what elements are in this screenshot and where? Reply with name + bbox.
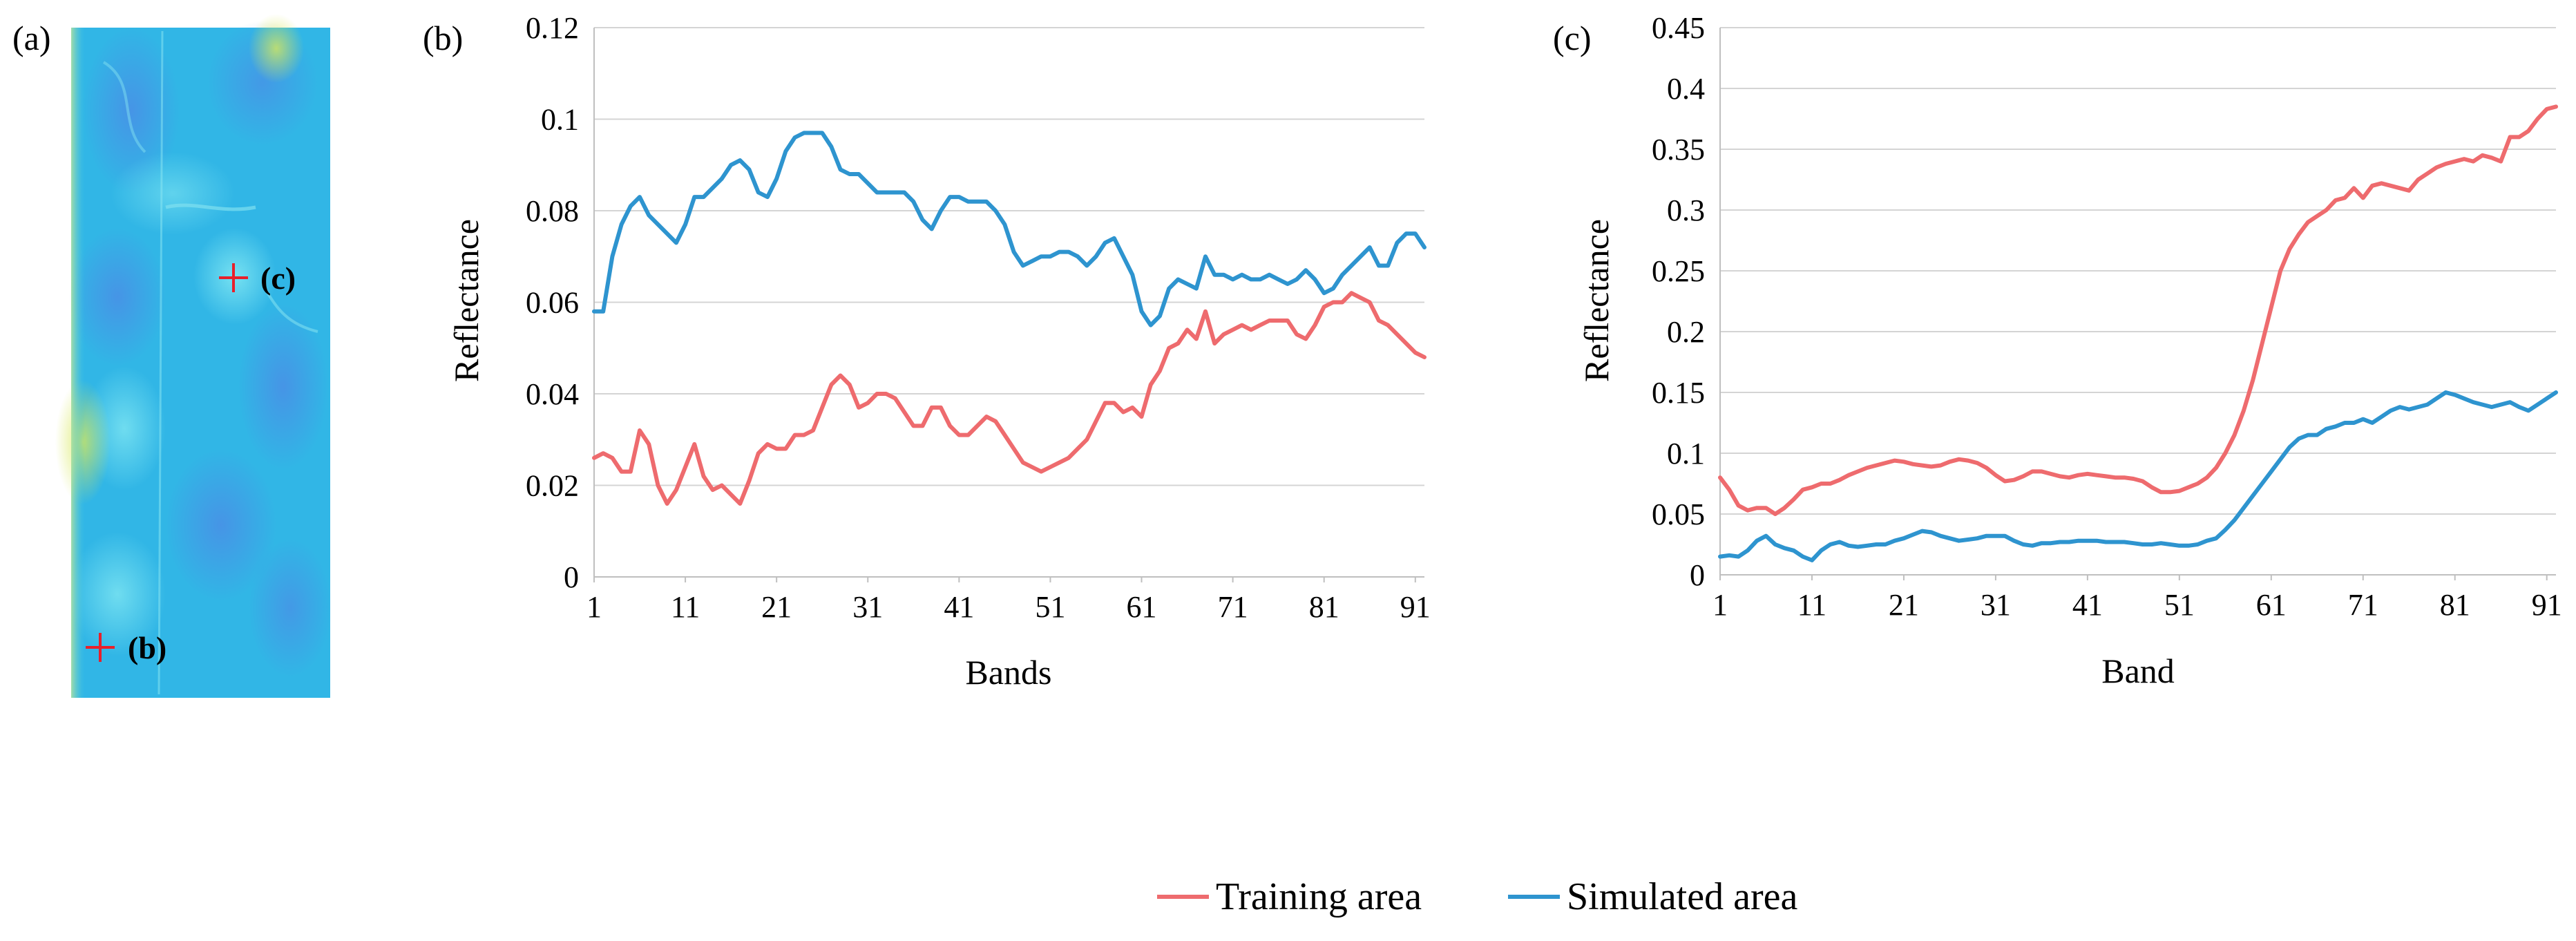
chart-c-x-axis-title: Band <box>2101 652 2175 690</box>
chart-c-x-tick-label: 1 <box>1712 588 1728 622</box>
chart-b-y-tick-label: 0.04 <box>526 377 579 411</box>
chart-b-x-tick-label: 31 <box>852 590 883 624</box>
chart-b-x-tick-label: 41 <box>944 590 974 624</box>
marker-b-label: (b) <box>128 630 166 665</box>
chart-c-x-tick-label: 51 <box>2164 588 2195 622</box>
chart-b-x-tick-label: 1 <box>586 590 602 624</box>
chart-b-x-tick-label: 11 <box>671 590 700 624</box>
chart-c-y-tick-label: 0.25 <box>1652 254 1705 288</box>
chart-b-series <box>592 131 1427 506</box>
legend-label-simulated: Simulated area <box>1567 875 1797 918</box>
chart-c-x-tick-label: 71 <box>2348 588 2378 622</box>
chart-c-y-axis-title: Reflectance <box>1577 219 1616 382</box>
chart-c-y-tick-label: 0.1 <box>1667 437 1705 470</box>
chart-b-y-tick-label: 0 <box>564 560 579 594</box>
legend-label-training: Training area <box>1216 875 1422 918</box>
chart-c-x-tick-label: 41 <box>2072 588 2103 622</box>
chart-c-series-training-area-line <box>1718 104 2558 516</box>
chart-b-y-ticks: 0 0.02 0.04 0.06 0.08 0.1 0.12 <box>526 11 579 594</box>
chart-c-x-tick-label: 81 <box>2440 588 2470 622</box>
panel-a-label: (a) <box>12 19 51 57</box>
chart-b-series-training-area-line <box>592 291 1427 506</box>
chart-b-y-tick-label: 0.08 <box>526 194 579 228</box>
chart-c-x-tick-label: 61 <box>2256 588 2287 622</box>
satellite-image <box>55 14 332 698</box>
chart-c-y-tick-label: 0 <box>1690 558 1705 592</box>
chart-b-x-ticks: 1 11 21 31 41 51 61 71 81 91 <box>586 590 1431 624</box>
chart-b-y-tick-label: 0.12 <box>526 11 579 45</box>
chart-b-x-tick-label: 81 <box>1309 590 1339 624</box>
chart-b-y-tick-label: 0.06 <box>526 286 579 320</box>
chart-c-y-tick-label: 0.35 <box>1652 133 1705 167</box>
chart-c-gridlines <box>1720 27 2556 515</box>
legend-item-simulated: Simulated area <box>1508 875 1797 918</box>
chart-b-x-tick-label: 21 <box>761 590 792 624</box>
chart-b-series-simulated-area-line <box>592 131 1427 327</box>
chart-c-x-tick-label: 21 <box>1889 588 1919 622</box>
panel-c-label: (c) <box>1553 19 1592 57</box>
chart-c-x-tick-label: 31 <box>1981 588 2011 622</box>
panel-a: (a) (c) <box>12 14 332 698</box>
chart-c-y-tick-label: 0.45 <box>1652 11 1705 45</box>
legend: Training area Simulated area <box>1157 875 1797 918</box>
chart-b-axes <box>593 28 1424 582</box>
chart-c-y-tick-label: 0.4 <box>1667 72 1705 106</box>
legend-item-training: Training area <box>1157 875 1422 918</box>
marker-c: (c) <box>219 260 296 296</box>
chart-c-y-tick-label: 0.3 <box>1667 193 1705 227</box>
chart-c-series-simulated-area-line <box>1718 390 2558 562</box>
chart-c-x-ticks: 1 11 21 31 41 51 61 71 81 91 <box>1712 588 2562 622</box>
chart-c-x-tick-label: 91 <box>2532 588 2562 622</box>
chart-b-gridlines <box>594 27 1424 486</box>
chart-c-y-tick-label: 0.15 <box>1652 376 1705 410</box>
chart-b-x-tick-label: 51 <box>1035 590 1065 624</box>
chart-b-y-tick-label: 0.1 <box>541 103 579 137</box>
chart-c-y-tick-label: 0.2 <box>1667 315 1705 349</box>
panel-b: (b) 00.020.040.060.080.10.12 1 11 21 31 41 51… <box>423 11 1431 692</box>
chart-b-y-axis-title: Reflectance <box>447 219 486 382</box>
chart-c-x-tick-label: 11 <box>1797 588 1826 622</box>
chart-b-x-tick-label: 91 <box>1400 590 1431 624</box>
marker-c-label: (c) <box>260 260 296 296</box>
marker-b: (b) <box>86 630 166 665</box>
chart-b-y-tick-label: 0.02 <box>526 469 579 503</box>
chart-b-x-tick-label: 61 <box>1127 590 1157 624</box>
chart-b-x-axis-title: Bands <box>966 653 1052 692</box>
chart-c-axes <box>1719 28 2556 580</box>
chart-c-y-tick-label: 0.05 <box>1652 497 1705 531</box>
chart-c-series <box>1718 104 2558 562</box>
panel-b-label: (b) <box>423 19 463 57</box>
chart-c-y-ticks: 0 0.05 0.1 0.15 0.2 0.25 0.3 0.35 0.4 0.45 <box>1652 11 1705 592</box>
chart-b-x-tick-label: 71 <box>1218 590 1248 624</box>
